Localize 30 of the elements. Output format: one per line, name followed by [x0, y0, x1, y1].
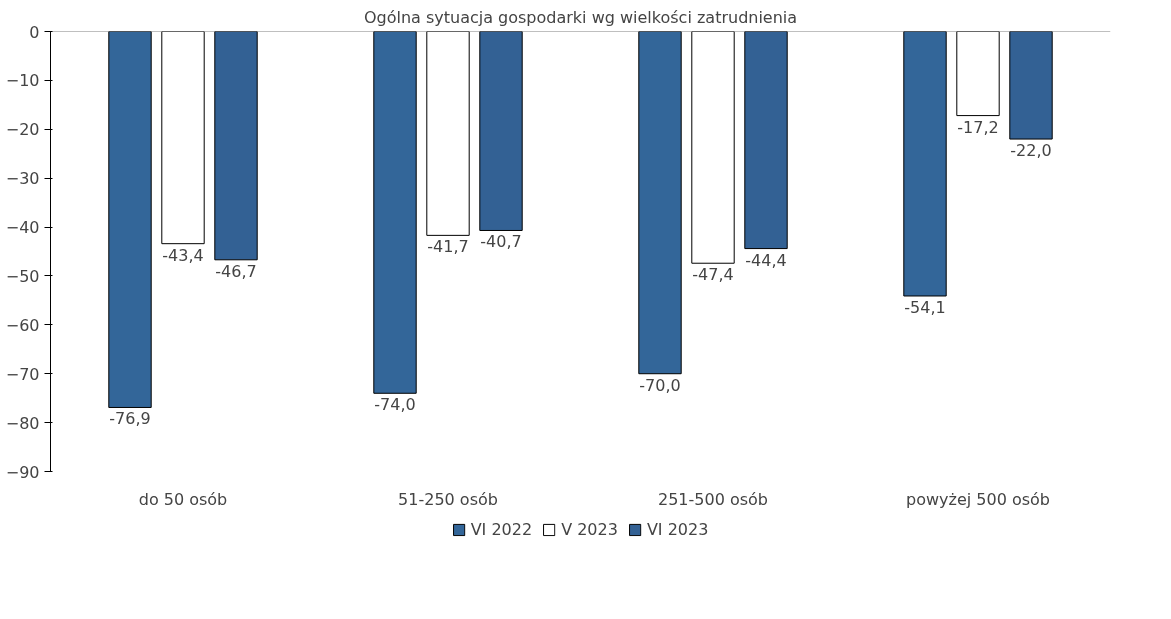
data-label: -40,7 — [480, 232, 522, 252]
x-tick-label: 251-500 osób — [658, 489, 769, 509]
x-tick-label: do 50 osób — [138, 489, 228, 509]
data-label: -54,1 — [904, 297, 946, 317]
x-tick-label: powyżej 500 osób — [906, 489, 1050, 509]
data-label: -41,7 — [427, 237, 469, 257]
y-tick-label: −20 — [5, 120, 40, 140]
legend-label: V 2023 — [561, 519, 618, 539]
y-tick-label: −80 — [5, 413, 40, 433]
y-tick-label: −40 — [5, 218, 40, 238]
y-tick-label: −60 — [5, 315, 40, 335]
y-tick-label: −30 — [5, 169, 40, 189]
data-label: -46,7 — [215, 261, 257, 281]
y-tick-label: −70 — [5, 364, 40, 384]
data-label: -47,4 — [692, 265, 734, 285]
data-label: -22,0 — [1010, 141, 1052, 161]
data-label: -43,4 — [162, 245, 204, 265]
x-tick-label: 51-250 osób — [398, 489, 498, 509]
y-tick-label: −10 — [5, 71, 40, 91]
data-label: -76,9 — [109, 409, 151, 429]
legend-label: VI 2023 — [646, 519, 709, 539]
y-tick-label: 0 — [29, 22, 40, 42]
data-label: -70,0 — [639, 375, 681, 395]
data-label: -44,4 — [745, 250, 787, 270]
legend-label: VI 2022 — [470, 519, 533, 539]
y-tick-label: −50 — [5, 266, 40, 286]
chart-title: Ogólna sytuacja gospodarki wg wielkości zatrudnienia — [363, 7, 798, 27]
data-label: -17,2 — [957, 117, 999, 137]
data-label: -74,0 — [374, 395, 416, 415]
y-tick-label: −90 — [5, 462, 40, 482]
